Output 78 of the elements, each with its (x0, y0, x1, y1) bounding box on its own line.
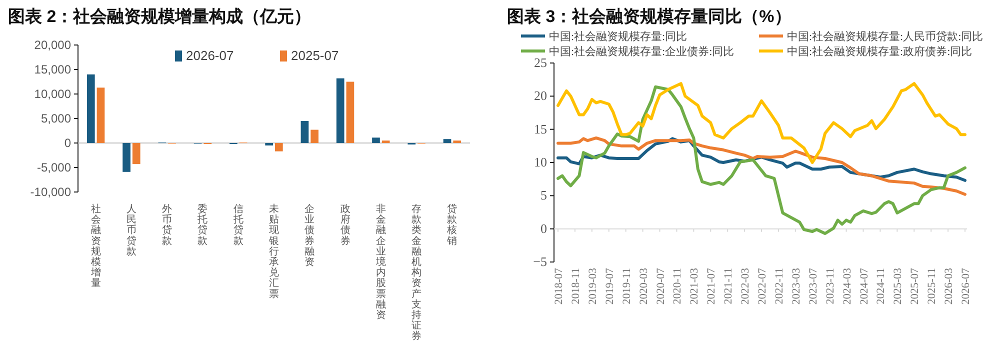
y-tick-label: 20,000 (34, 38, 72, 52)
line-series (556, 136, 966, 196)
y-tick-label: 0 (64, 136, 72, 150)
legend-label: 中国:社会融资规模存量:人民币贷款:同比 (787, 30, 984, 43)
bar (300, 120, 309, 143)
x-tick-label: 社会融资规模增量 (90, 203, 101, 290)
x-tick-label: 2020-07 (654, 268, 667, 305)
x-tick-label: 2022-03 (740, 268, 752, 305)
category-label: 存款类金融机构资产支持证券 (412, 204, 422, 342)
x-tick-label: 2025-11 (926, 268, 938, 304)
x-tick-label: 政府债券 (340, 204, 350, 247)
x-tick-label: 2026-03 (943, 268, 956, 305)
x-tick-label: 2022-11 (773, 268, 786, 304)
x-tick-label: 2019-03 (586, 268, 599, 305)
x-tick-label: 委托贷款 (196, 203, 208, 247)
bar (443, 139, 452, 143)
y-tick-label: 15,000 (34, 62, 72, 76)
line-series (556, 85, 966, 235)
x-tick-label: 2024-03 (841, 268, 854, 305)
bar (86, 74, 95, 143)
y-tick-label: 10 (534, 154, 547, 170)
x-tick-label: 人民币贷款 (126, 204, 136, 258)
bar (336, 78, 344, 143)
bar (372, 138, 380, 143)
y-tick-label: 15 (534, 121, 547, 136)
x-tick-label: 2023-03 (790, 268, 802, 305)
y-tick-label: 5 (540, 188, 547, 203)
x-tick-label: 2025-07 (909, 268, 922, 305)
bar (346, 82, 354, 143)
bar (122, 143, 130, 172)
x-tick-label: 2021-03 (688, 268, 701, 305)
bar (96, 88, 105, 143)
x-tick-label: 2026-07 (960, 268, 972, 305)
x-tick-label: 外币贷款 (162, 204, 172, 247)
x-tick-label: 2019-11 (620, 268, 633, 304)
y-tick-label: 20 (534, 88, 547, 104)
y-tick-label: -10,000 (30, 185, 72, 199)
x-tick-label: 2024-07 (858, 268, 870, 305)
legend-item: 2025-07 (280, 48, 339, 63)
legend-item: 2026-07 (175, 48, 234, 63)
chart-title: 图表 2：社会融资规模增量构成（亿元） (8, 7, 312, 26)
legend-item: 中国:社会融资规模存量:政府债券:同比 (759, 46, 972, 58)
bar (275, 143, 283, 152)
x-tick-label: 2023-11 (824, 268, 836, 304)
legend-item: 中国:社会融资规模存量:企业债券:同比 (521, 46, 734, 58)
x-tick-label: 2021-07 (706, 268, 718, 305)
x-tick-label: 企业债券融资 (304, 203, 315, 268)
y-tick-label: 5,000 (40, 112, 72, 126)
legend-label: 中国:社会融资规模存量:企业债券:同比 (549, 45, 734, 58)
x-tick-label: 2018-11 (570, 268, 582, 304)
y-tick-label: -5,000 (36, 160, 72, 174)
legend-item: 中国:社会融资规模存量:同比 (521, 31, 688, 43)
x-tick-label: 2018-07 (553, 268, 565, 305)
x-tick-label: 2020-03 (638, 268, 650, 305)
bar (132, 143, 140, 164)
chart-title: 图表 3：社会融资规模存量同比（%） (507, 7, 792, 26)
y-tick-label: 0 (540, 220, 547, 236)
x-tick-label: 2021-11 (722, 268, 735, 304)
y-tick-label: −5 (533, 254, 547, 269)
x-tick-label: 2022-07 (756, 268, 768, 305)
x-tick-label: 2025-03 (892, 268, 904, 305)
legend-label: 2026-07 (186, 48, 234, 63)
legend-item: 中国:社会融资规模存量:人民币贷款:同比 (759, 31, 984, 43)
category-label: 非金融企业境内股票融资 (376, 204, 386, 321)
x-tick-label: 2023-07 (807, 268, 820, 305)
category-label: 未贴现银行承兑汇票 (269, 204, 279, 300)
x-tick-label: 贷款核销 (446, 203, 458, 247)
x-tick-label: 信托贷款 (232, 203, 244, 247)
x-tick-label: 2024-11 (875, 268, 888, 304)
y-tick-label: 10,000 (34, 87, 72, 101)
y-tick-label: 25 (534, 55, 547, 70)
x-tick-label: 2020-11 (672, 268, 684, 304)
legend-label: 2025-07 (291, 48, 339, 63)
line-series (556, 82, 966, 164)
legend-label: 中国:社会融资规模存量:政府债券:同比 (787, 45, 972, 58)
legend-label: 中国:社会融资规模存量:同比 (549, 30, 688, 43)
x-tick-label: 2019-07 (604, 268, 616, 305)
bar (310, 130, 318, 143)
